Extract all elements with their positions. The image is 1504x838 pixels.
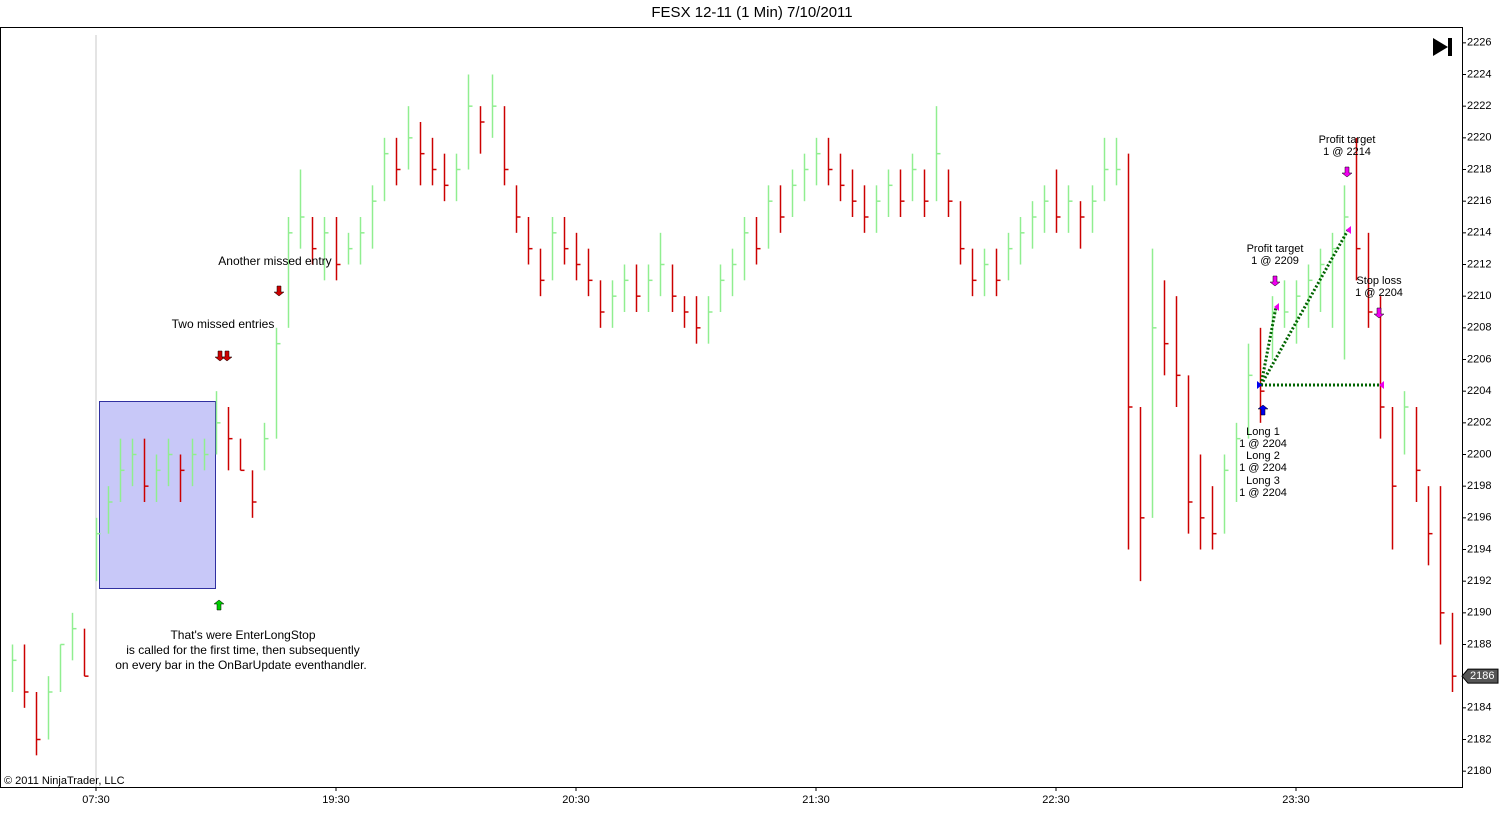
arrow: [1373, 307, 1385, 319]
arrow: [221, 350, 233, 362]
fill-marker: [1346, 226, 1351, 234]
annotation: That's were EnterLongStop: [170, 628, 315, 642]
last-price-box: [1461, 668, 1499, 684]
x-tick-label: 07:30: [82, 794, 110, 806]
annotation: Another missed entry: [218, 254, 331, 268]
x-tick-label: 23:30: [1282, 794, 1310, 806]
annotation: 1 @ 2209: [1251, 255, 1299, 267]
y-tick-label: 2190: [1467, 607, 1491, 619]
y-tick-label: 2192: [1467, 575, 1491, 587]
y-tick-label: 2208: [1467, 322, 1491, 334]
y-tick-label: 2210: [1467, 290, 1491, 302]
y-tick-label: 2184: [1467, 702, 1491, 714]
arrows: [213, 166, 1385, 611]
last-price-label: 2186: [1470, 670, 1494, 682]
annotation: Long 2: [1246, 450, 1280, 462]
annotations: Another missed entry Two missed entries …: [115, 134, 1403, 672]
y-tick-label: 2182: [1467, 733, 1491, 745]
annotation: 1 @ 2204: [1355, 287, 1403, 299]
x-tick-label: 19:30: [322, 794, 350, 806]
y-tick-label: 2224: [1467, 68, 1491, 80]
fill-marker: [1379, 381, 1384, 389]
arrow: [1341, 166, 1353, 178]
target-line: [1259, 229, 1350, 386]
arrow: [214, 350, 226, 362]
y-tick-label: 2212: [1467, 258, 1491, 270]
y-tick-label: 2220: [1467, 132, 1491, 144]
annotation: Stop loss: [1356, 275, 1402, 287]
annotation: is called for the first time, then subse…: [126, 643, 359, 657]
chart-title: FESX 12-11 (1 Min) 7/10/2011: [651, 4, 852, 21]
annotation: 1 @ 2204: [1239, 462, 1287, 474]
y-tick-label: 2194: [1467, 543, 1491, 555]
x-tick-label: 22:30: [1042, 794, 1070, 806]
y-tick-label: 2204: [1467, 385, 1491, 397]
y-tick-label: 2214: [1467, 227, 1491, 239]
annotation: 1 @ 2204: [1239, 438, 1287, 450]
y-tick-label: 2216: [1467, 195, 1491, 207]
y-tick-label: 2196: [1467, 512, 1491, 524]
y-tick-label: 2200: [1467, 448, 1491, 460]
y-tick-label: 2180: [1467, 765, 1491, 777]
y-tick-label: 2226: [1467, 37, 1491, 49]
y-tick-label: 2188: [1467, 638, 1491, 650]
arrow: [273, 285, 285, 297]
arrow: [1257, 404, 1269, 416]
play-icon[interactable]: [1433, 38, 1452, 56]
annotation: on every bar in the OnBarUpdate eventhan…: [115, 658, 367, 672]
annotation: Two missed entries: [172, 317, 275, 331]
y-tick-label: 2222: [1467, 100, 1491, 112]
y-tick-label: 2206: [1467, 353, 1491, 365]
trade-lines: [1259, 229, 1381, 387]
annotation: Long 1: [1246, 426, 1280, 438]
fill-marker: [1274, 303, 1279, 311]
y-tick-label: 2198: [1467, 480, 1491, 492]
y-tick-label: 2218: [1467, 163, 1491, 175]
highlight-box: [99, 401, 216, 589]
annotation: Profit target: [1319, 134, 1376, 146]
fill-marker: [1257, 381, 1262, 389]
play-bar[interactable]: [1448, 38, 1452, 56]
annotation: 1 @ 2204: [1239, 487, 1287, 499]
arrow: [213, 599, 225, 611]
x-tick-label: 20:30: [562, 794, 590, 806]
play-triangle[interactable]: [1433, 38, 1448, 56]
y-tick-label: 2202: [1467, 417, 1491, 429]
target-line: [1259, 306, 1278, 386]
annotation: Profit target: [1247, 243, 1304, 255]
annotation: 1 @ 2214: [1323, 146, 1371, 158]
x-tick-label: 21:30: [802, 794, 830, 806]
plot-area: [0, 27, 1463, 788]
annotation: Long 3: [1246, 475, 1280, 487]
copyright: © 2011 NinjaTrader, LLC: [4, 775, 125, 787]
arrow: [1269, 275, 1281, 287]
bars: [11, 74, 1457, 756]
